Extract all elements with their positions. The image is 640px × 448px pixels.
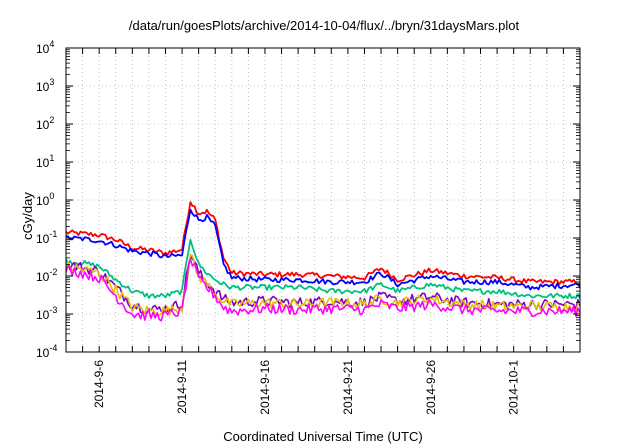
ticks bbox=[65, 47, 581, 353]
x-tick-label: 2014-9-16 bbox=[258, 360, 272, 415]
series-line-6 bbox=[65, 258, 581, 322]
series-line-3 bbox=[65, 238, 581, 300]
y-tick-label: 10-3 bbox=[36, 305, 57, 322]
tick-labels: 10-4 10-3 10-2 10-1 100 101 102 103 104 2014-9-6 2… bbox=[36, 39, 521, 415]
x-tick-label: 2014-9-26 bbox=[424, 360, 438, 415]
x-axis-title: Coordinated Universal Time (UTC) bbox=[223, 429, 422, 444]
series-line-2 bbox=[65, 208, 581, 291]
y-tick-label: 10-4 bbox=[36, 343, 57, 360]
x-tick-label: 2014-9-11 bbox=[175, 360, 189, 414]
y-tick-label: 10-1 bbox=[36, 229, 57, 246]
x-tick-label: 2014-9-21 bbox=[341, 360, 355, 415]
y-tick-label: 103 bbox=[36, 77, 54, 94]
x-tick-label: 2014-10-1 bbox=[507, 360, 521, 415]
y-tick-label: 101 bbox=[36, 153, 54, 170]
series-line-5 bbox=[65, 253, 581, 317]
series-line-1 bbox=[65, 201, 581, 286]
y-tick-label: 10-2 bbox=[36, 267, 57, 284]
y-tick-label: 102 bbox=[36, 115, 54, 132]
chart-title: /data/run/goesPlots/archive/2014-10-04/f… bbox=[129, 18, 520, 33]
y-axis-title: cGy/day bbox=[20, 192, 35, 240]
y-tick-label: 100 bbox=[36, 191, 54, 208]
grid bbox=[66, 48, 580, 352]
y-tick-label: 104 bbox=[36, 39, 54, 56]
x-tick-label: 2014-9-6 bbox=[92, 360, 106, 408]
series-group bbox=[65, 201, 581, 322]
